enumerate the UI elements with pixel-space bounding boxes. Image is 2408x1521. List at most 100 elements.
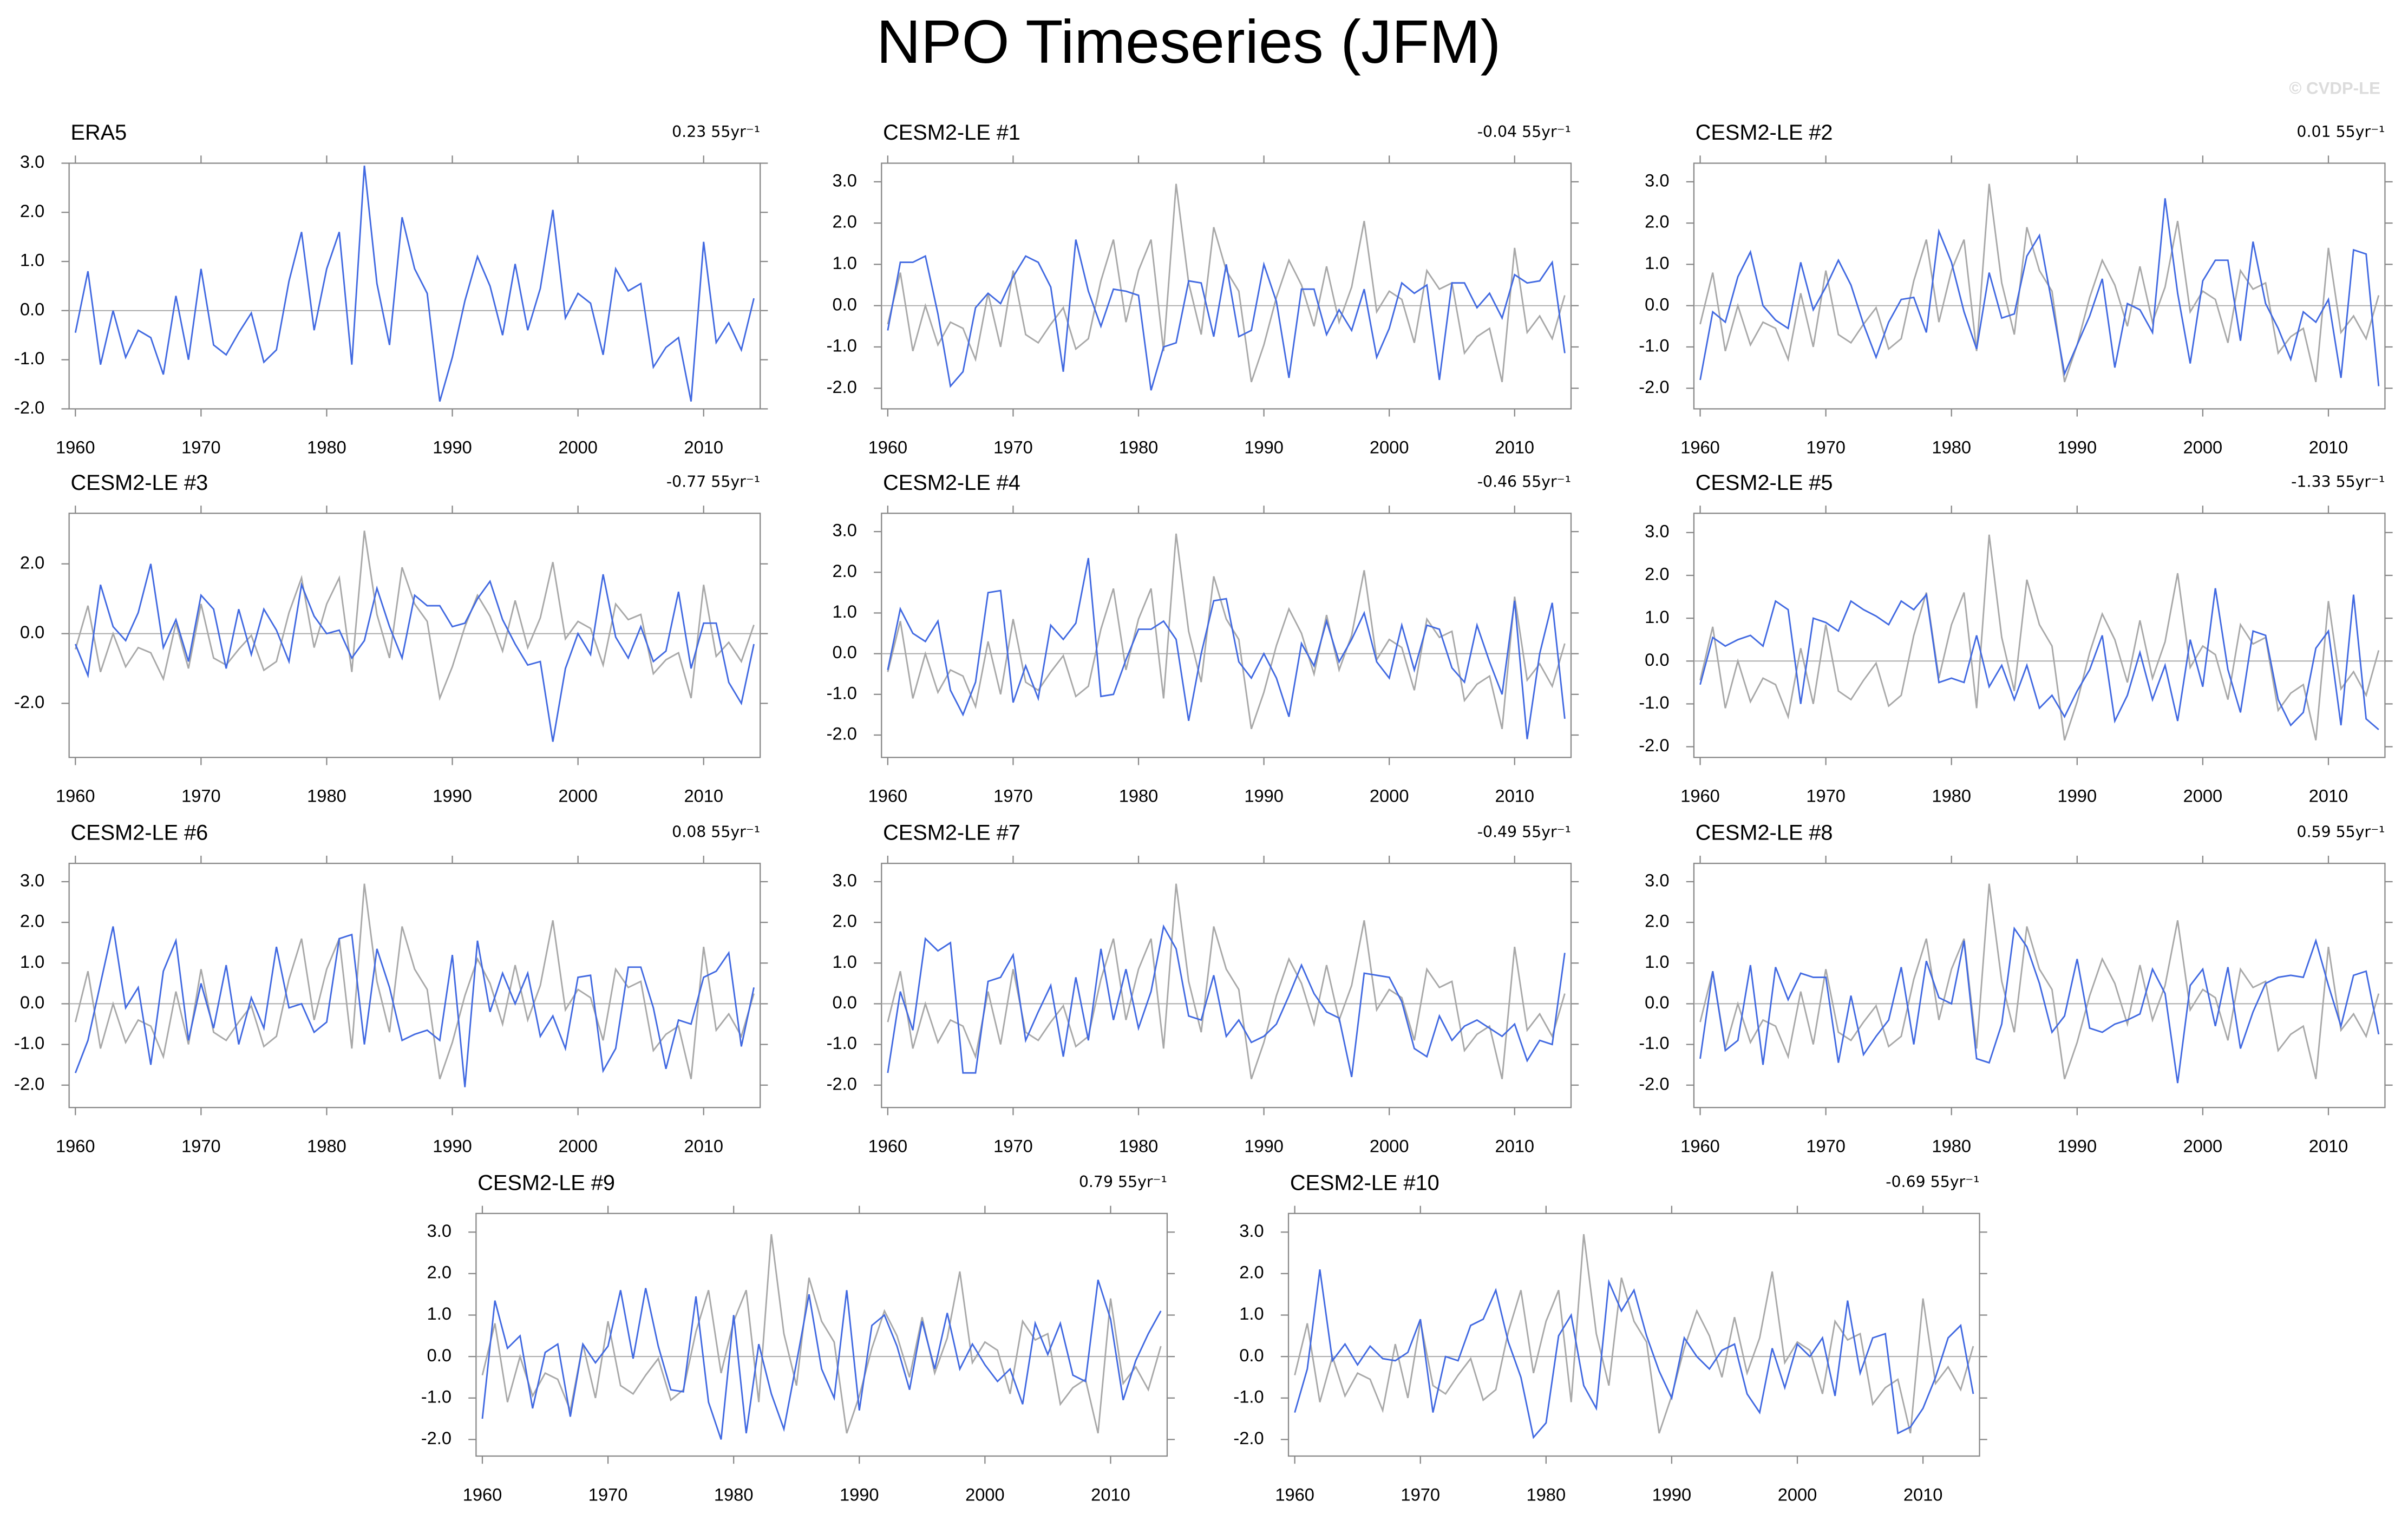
x-tick-label: 2000 xyxy=(1370,786,1409,806)
x-tick-label: 1990 xyxy=(2058,437,2097,457)
x-tick-label: 1970 xyxy=(1806,1136,1846,1156)
y-tick-label: 1.0 xyxy=(833,253,857,273)
y-tick-label: 2.0 xyxy=(20,911,44,931)
x-tick-label: 2000 xyxy=(1778,1484,1817,1504)
y-tick-label: -1.0 xyxy=(421,1386,451,1406)
x-tick-label: 1980 xyxy=(1527,1484,1566,1504)
x-tick-label: 1990 xyxy=(1244,786,1284,806)
y-tick-label: -1.0 xyxy=(827,336,857,356)
y-tick-label: 0.0 xyxy=(1645,992,1669,1012)
trend-label: -0.77 55yr⁻¹ xyxy=(666,473,760,491)
plot-frame xyxy=(68,513,761,758)
x-tick-label: 1990 xyxy=(2058,786,2097,806)
credit: © CVDP-LE xyxy=(2289,79,2380,98)
y-tick-label: 2.0 xyxy=(833,561,857,581)
trend-label: 0.01 55yr⁻¹ xyxy=(2296,123,2385,141)
y-tick-label: -1.0 xyxy=(1639,1033,1669,1053)
x-tick-label: 1960 xyxy=(1680,786,1720,806)
x-tick-label: 1980 xyxy=(307,786,346,806)
y-tick-label: 1.0 xyxy=(833,952,857,972)
y-tick-label: -2.0 xyxy=(421,1428,451,1448)
series-line xyxy=(74,530,755,702)
y-tick-label: 0.0 xyxy=(833,294,857,314)
y-tick-label: 0.0 xyxy=(20,992,44,1012)
y-tick-label: 3.0 xyxy=(1645,870,1669,890)
x-tick-label: 1960 xyxy=(56,786,95,806)
y-tick-label: 3.0 xyxy=(20,870,44,890)
x-tick-label: 2010 xyxy=(684,1136,723,1156)
series-line xyxy=(74,926,755,1087)
x-tick-label: 2010 xyxy=(1091,1484,1130,1504)
y-tick-label: 1.0 xyxy=(1645,253,1669,273)
y-tick-label: -1.0 xyxy=(827,683,857,703)
series-line xyxy=(887,924,1566,1078)
x-tick-label: 2010 xyxy=(2309,437,2348,457)
y-tick-label: 3.0 xyxy=(833,870,857,890)
x-tick-label: 2000 xyxy=(1370,437,1409,457)
series-line xyxy=(887,883,1566,1079)
y-tick-label: -1.0 xyxy=(1639,336,1669,356)
x-tick-label: 1990 xyxy=(1652,1484,1692,1504)
y-tick-label: -2.0 xyxy=(1639,377,1669,397)
y-tick-label: 2.0 xyxy=(20,201,44,221)
y-tick-label: 1.0 xyxy=(1645,952,1669,972)
y-tick-label: -2.0 xyxy=(14,1073,44,1093)
y-tick-label: -1.0 xyxy=(14,1033,44,1053)
x-tick-label: 1990 xyxy=(1244,437,1284,457)
trend-label: -0.49 55yr⁻¹ xyxy=(1477,823,1571,841)
x-tick-label: 1980 xyxy=(307,437,346,457)
x-tick-label: 2000 xyxy=(965,1484,1005,1504)
x-tick-label: 1980 xyxy=(714,1484,754,1504)
x-tick-label: 2000 xyxy=(558,786,598,806)
y-tick-label: 0.0 xyxy=(833,642,857,662)
x-tick-label: 1980 xyxy=(1119,437,1159,457)
x-tick-label: 1990 xyxy=(433,437,472,457)
y-tick-label: -1.0 xyxy=(1233,1386,1264,1406)
plot-frame xyxy=(1693,862,2386,1109)
y-tick-label: 3.0 xyxy=(833,520,857,540)
x-tick-label: 2000 xyxy=(558,437,598,457)
y-tick-label: 3.0 xyxy=(20,152,44,172)
x-tick-label: 1980 xyxy=(1119,1136,1159,1156)
x-tick-label: 1960 xyxy=(56,1136,95,1156)
y-tick-label: 2.0 xyxy=(833,911,857,931)
x-tick-label: 1960 xyxy=(1680,437,1720,457)
panel-title: CESM2-LE #9 xyxy=(477,1171,615,1195)
series-line xyxy=(1699,588,2379,730)
panel-title: CESM2-LE #6 xyxy=(70,821,208,845)
x-tick-label: 1990 xyxy=(433,786,472,806)
y-tick-label: 1.0 xyxy=(1645,607,1669,627)
x-tick-label: 1980 xyxy=(1932,786,1971,806)
x-tick-label: 1970 xyxy=(993,437,1033,457)
plot-frame xyxy=(475,1212,1168,1457)
x-tick-label: 1990 xyxy=(1244,1136,1284,1156)
series-line xyxy=(1699,183,2380,383)
y-tick-label: -2.0 xyxy=(827,377,857,397)
y-tick-label: -2.0 xyxy=(14,397,44,417)
panel-title: CESM2-LE #1 xyxy=(883,121,1020,145)
y-tick-label: 0.0 xyxy=(20,299,44,319)
x-tick-label: 1980 xyxy=(1932,437,1971,457)
x-tick-label: 1960 xyxy=(1275,1484,1314,1504)
series-line xyxy=(74,563,755,742)
series-line xyxy=(887,558,1566,739)
panel-title: CESM2-LE #3 xyxy=(70,471,208,495)
y-tick-label: 2.0 xyxy=(20,552,44,572)
y-tick-label: 2.0 xyxy=(427,1262,451,1282)
y-tick-label: 2.0 xyxy=(1645,911,1669,931)
x-tick-label: 1970 xyxy=(181,1136,221,1156)
x-tick-label: 2010 xyxy=(2309,1136,2348,1156)
plot-frame xyxy=(1287,1212,1980,1457)
x-tick-label: 1980 xyxy=(1932,1136,1971,1156)
y-tick-label: 2.0 xyxy=(1645,564,1669,584)
series-line xyxy=(1294,1234,1974,1434)
y-tick-label: 0.0 xyxy=(1239,1345,1264,1365)
x-tick-label: 2000 xyxy=(2183,437,2223,457)
x-tick-label: 1970 xyxy=(181,437,221,457)
trend-label: -0.46 55yr⁻¹ xyxy=(1477,473,1571,491)
y-tick-label: 2.0 xyxy=(1239,1262,1264,1282)
series-line xyxy=(887,239,1566,391)
series-line xyxy=(1699,198,2380,386)
y-tick-label: -1.0 xyxy=(827,1033,857,1053)
main-title: NPO Timeseries (JFM) xyxy=(876,8,1501,76)
